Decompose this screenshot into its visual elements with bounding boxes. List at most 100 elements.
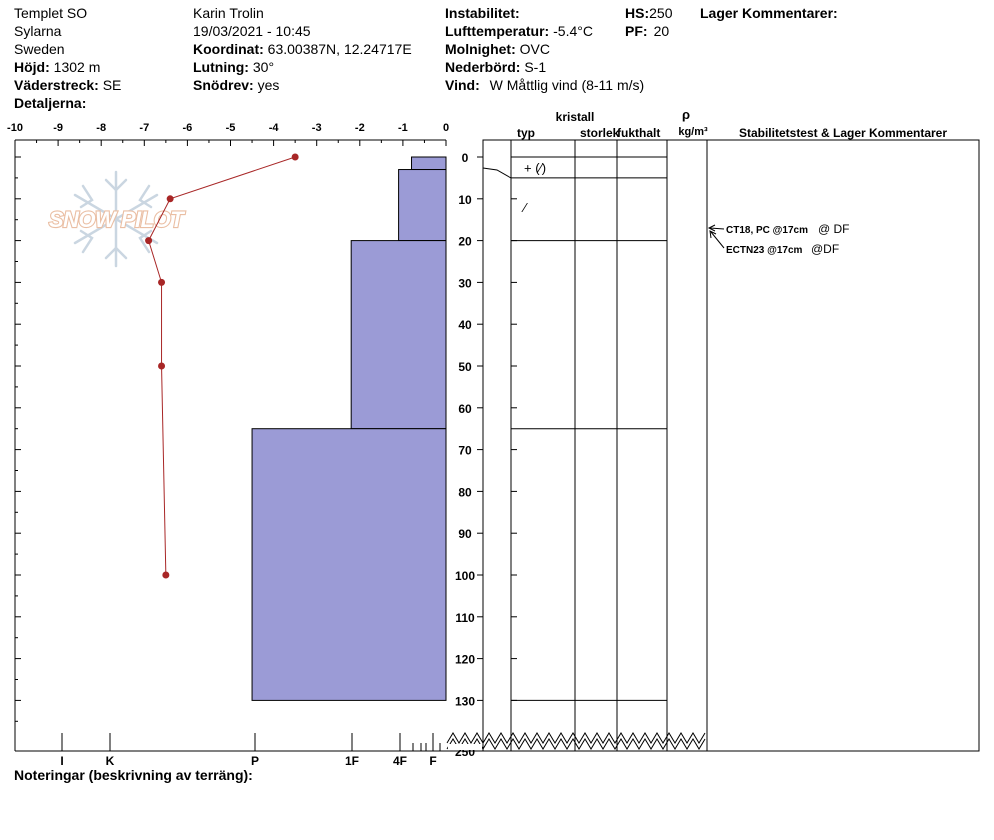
coord-label: Koordinat: [193,41,264,57]
header-size: storlek [580,126,620,140]
header-location: Templet SO [14,5,88,21]
temp-tick-label-0: -10 [7,122,23,134]
crystal-symbol-1: ⁄ [521,200,528,215]
hardness-tick-label-3: 1F [345,754,359,768]
hs-label: HS: [625,5,650,21]
depth-tick-label-1: 10 [458,193,472,207]
depth-tick-label-0: 0 [462,151,469,165]
temp-tick-label-5: -5 [226,122,236,134]
aspect-label: Väderstreck: [14,77,99,93]
zigzag-mask [448,744,482,750]
temp-tick-label-6: -4 [269,122,280,134]
coord-value: 63.00387N, 12.24717E [267,41,412,57]
header-datetime: 19/03/2021 - 10:45 [193,23,311,39]
temperature-line [148,156,296,576]
temp-tick-label-7: -3 [312,122,322,134]
header-area: Sylarna [14,23,62,39]
temp-tick-label-8: -2 [355,122,365,134]
pf-label: PF: [625,23,648,39]
snowflake-icon [73,170,159,268]
header-details: Detaljerna: [14,94,86,112]
depth-break-zigzag-1 [446,732,706,744]
wind-label: Vind: [445,77,480,93]
stability-test-1-suffix: @ DF [818,222,850,236]
temperature-point-4 [158,362,166,370]
notes-label-text: Noteringar (beskrivning av terräng): [14,767,253,783]
header-instability: Instabilitet: [445,4,520,22]
depth-tick-label-4: 40 [458,318,472,332]
header-drift: Snödrev: yes [193,76,279,94]
layer-connector-0 [482,167,512,179]
temperature-point-1 [166,195,174,203]
header-aspect: Väderstreck: SE [14,76,121,94]
stability-arrow-1 [709,227,725,230]
slope-label: Lutning: [193,59,249,75]
temperature-point-3 [158,278,166,286]
temperature-point-5 [162,571,170,579]
elevation-label: Höjd: [14,59,50,75]
header-layer-comments: Lager Kommentarer: [700,4,838,22]
header-hs: HS:250 [625,4,672,22]
temp-tick-label-3: -7 [139,122,149,134]
header-moisture: fukthalt [617,126,660,140]
stability-test-2-text: ECTN23 @17cm [726,245,803,256]
temperature-point-0 [291,153,299,161]
precip-label: Nederbörd: [445,59,521,75]
hardness-tick-label-4: 4F [393,754,407,768]
header-type: typ [517,126,535,140]
instability-label: Instabilitet: [445,5,520,21]
hardness-tick-label-1: K [106,754,115,768]
hardness-bar-3 [251,428,447,701]
header-country: Sweden [14,41,65,57]
depth-tick-label-3: 30 [458,276,472,290]
header-stability: Stabilitetstest & Lager Kommentarer [739,126,947,140]
stability-arrowhead-2 [709,230,717,239]
temperature-axis: -10 -9 -8 -7 -6 -5 -4 -3 -2 -1 0 [7,122,449,146]
temp-tick-label-2: -8 [96,122,106,134]
temperature-point-2 [145,237,153,245]
airtemp-label: Lufttemperatur: [445,23,550,39]
layer-comments-label: Lager Kommentarer: [700,5,838,21]
header-precip: Nederbörd: S-1 [445,58,546,76]
header-wind: Vind: W Måttlig vind (8-11 m/s) [445,76,644,94]
hs-value: 250 [649,5,673,21]
details-label: Detaljerna: [14,95,87,111]
temp-tick-label-4: -6 [183,122,193,134]
stability-test-1-text: CT18, PC @17cm [726,225,808,236]
header-slope: Lutning: 30° [193,58,274,76]
header-crystal: kristall [556,110,595,124]
wind-value: W Måttlig vind (8-11 m/s) [489,77,645,93]
stability-arrow-2 [710,231,725,249]
temp-tick-label-10: 0 [443,122,449,134]
hardness-axis: I K P 1F 4F F [60,733,441,768]
depth-break-zigzag-2 [446,738,706,750]
depth-tick-label-5: 50 [458,360,472,374]
slope-value: 30° [252,59,275,75]
precip-value: S-1 [524,59,547,75]
layer-table: + (⁄) ⁄ [446,139,980,752]
depth-tick-label-11: 110 [455,611,475,625]
hardness-bar-0 [411,156,447,171]
hardness-profile [251,156,447,701]
stability-test-1: CT18, PC @17cm @ DF [726,222,850,236]
table-border [482,139,980,752]
depth-tick-label-2: 20 [458,235,472,249]
drift-value: yes [257,77,280,93]
header-density-unit: kg/m³ [678,126,708,138]
drift-label: Snödrev: [193,77,254,93]
aspect-value: SE [102,77,122,93]
snowpilot-logo: SNOW PILOT [48,170,187,268]
pf-value: 20 [653,23,670,39]
header-sky: Molnighet: OVC [445,40,550,58]
elevation-value: 1302 m [53,59,101,75]
temperature-profile [145,153,299,579]
header-elevation: Höjd: 1302 m [14,58,100,76]
header-airtemp: Lufttemperatur: -5.4°C [445,22,593,40]
header-coord: Koordinat: 63.00387N, 12.24717E [193,40,412,58]
hardness-tick-label-5: F [429,754,436,768]
sky-label: Molnighet: [445,41,516,57]
depth-tick-label-9: 90 [458,527,472,541]
depth-tick-label-8: 80 [458,485,472,499]
